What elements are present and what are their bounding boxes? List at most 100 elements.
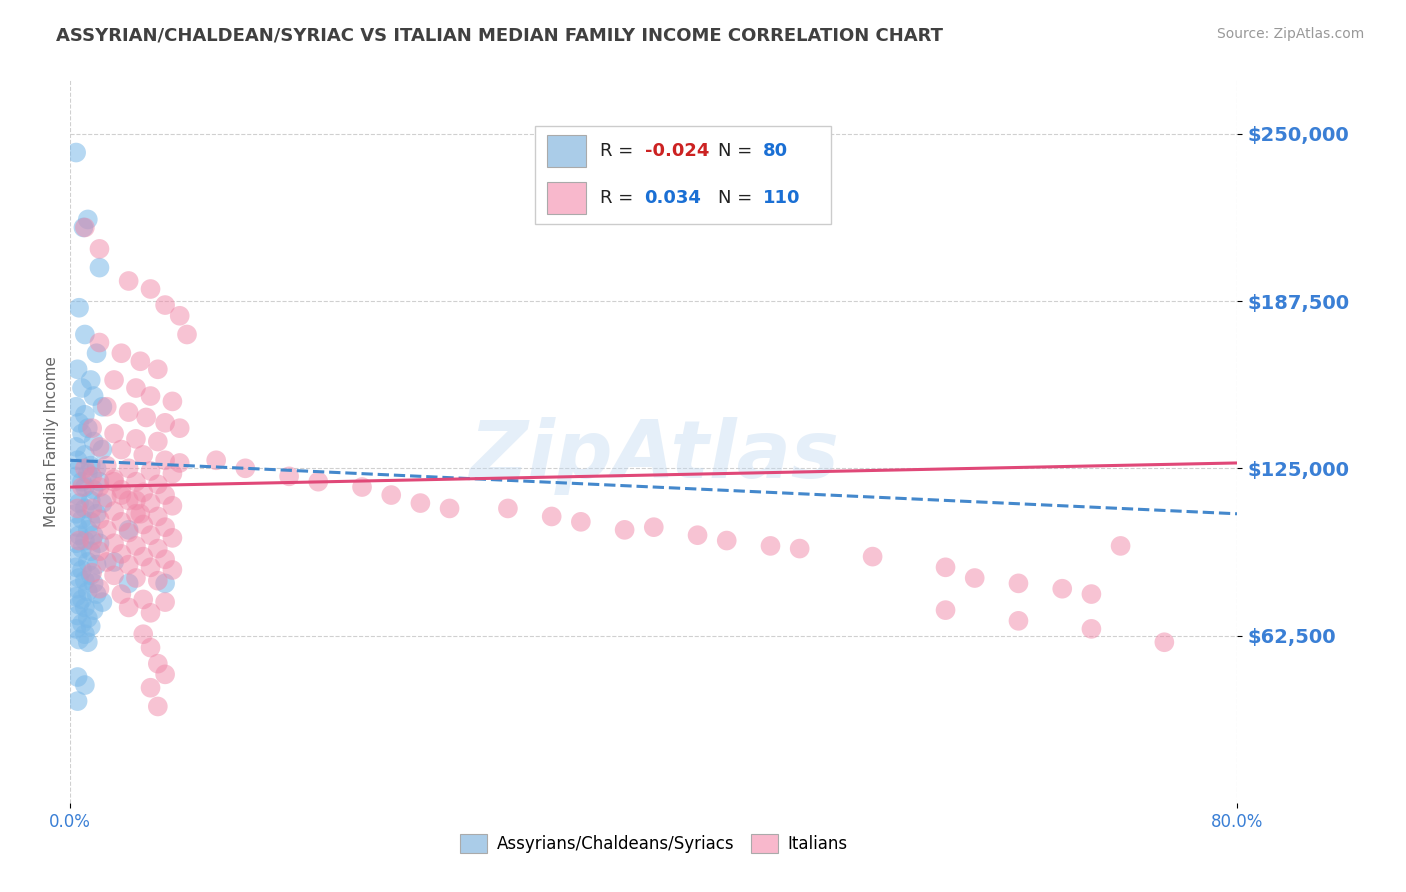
Point (83, 434, 105, 449)
Point (86, 461, 108, 475)
Point (66, 488, 89, 502)
Point (153, 488, 176, 502)
Point (83, 483, 105, 497)
Point (86, 507, 108, 521)
Point (65, 469, 87, 483)
Point (80, 619, 103, 633)
Point (76, 611, 98, 625)
Point (118, 405, 141, 419)
Text: N =: N = (718, 189, 758, 207)
Point (146, 699, 169, 714)
Point (65, 590, 87, 604)
Point (132, 517, 155, 532)
Point (110, 547, 132, 561)
Point (613, 523, 636, 537)
Point (80, 458, 103, 473)
Point (146, 574, 169, 588)
Point (86, 587, 108, 601)
Y-axis label: Median Family Income: Median Family Income (44, 356, 59, 527)
Point (1007, 576, 1029, 591)
Point (65, 536, 87, 550)
Point (66, 520, 89, 534)
Point (70, 616, 93, 631)
Point (89, 544, 111, 558)
Point (132, 448, 155, 462)
Point (86, 558, 108, 572)
Point (89, 475, 111, 489)
Point (1270, 282, 1292, 296)
Point (153, 576, 176, 591)
Point (83, 603, 105, 617)
Point (125, 539, 148, 553)
Point (132, 592, 155, 607)
Point (66, 549, 89, 564)
Point (67, 571, 90, 585)
Point (139, 681, 162, 695)
Point (132, 627, 155, 641)
Point (162, 563, 184, 577)
Point (66, 608, 89, 623)
Point (125, 381, 148, 395)
Point (118, 600, 141, 615)
Text: 0.034: 0.034 (644, 189, 702, 207)
Point (439, 501, 461, 516)
Text: R =: R = (600, 142, 640, 160)
Point (118, 274, 141, 288)
Point (352, 480, 374, 494)
Point (65, 440, 87, 454)
Point (103, 373, 125, 387)
Point (233, 461, 256, 475)
Point (1153, 635, 1175, 649)
Point (162, 531, 184, 545)
Point (76, 212, 98, 227)
Point (73, 480, 96, 494)
Point (80, 568, 103, 582)
Point (73, 574, 96, 588)
Point (70, 563, 93, 577)
Point (67, 461, 90, 475)
Point (162, 467, 184, 481)
Point (80, 493, 103, 508)
Point (67, 528, 90, 542)
Point (789, 541, 811, 556)
Point (73, 408, 96, 422)
Point (67, 533, 90, 548)
Point (73, 327, 96, 342)
Point (103, 426, 125, 441)
Point (70, 480, 93, 494)
Point (103, 536, 125, 550)
Point (103, 472, 125, 486)
Point (82, 421, 104, 435)
Point (103, 568, 125, 582)
Point (89, 440, 111, 454)
Point (963, 571, 986, 585)
Point (73, 220, 96, 235)
Point (125, 571, 148, 585)
Point (73, 461, 96, 475)
Point (862, 549, 884, 564)
Point (139, 496, 162, 510)
Point (82, 533, 104, 548)
Text: 80: 80 (762, 142, 787, 160)
Point (307, 475, 329, 489)
Point (146, 657, 169, 671)
Point (83, 389, 105, 403)
Point (1109, 539, 1132, 553)
Point (76, 421, 98, 435)
Point (91, 442, 114, 457)
Point (146, 362, 169, 376)
Point (146, 541, 169, 556)
Point (716, 533, 738, 548)
Point (118, 493, 141, 508)
Text: -0.024: -0.024 (644, 142, 709, 160)
Point (132, 549, 155, 564)
Point (76, 523, 98, 537)
Point (73, 627, 96, 641)
Point (70, 541, 93, 556)
Point (82, 566, 104, 580)
Point (89, 582, 111, 596)
Point (67, 416, 90, 430)
Point (66, 670, 89, 684)
Point (129, 507, 152, 521)
Point (110, 515, 132, 529)
